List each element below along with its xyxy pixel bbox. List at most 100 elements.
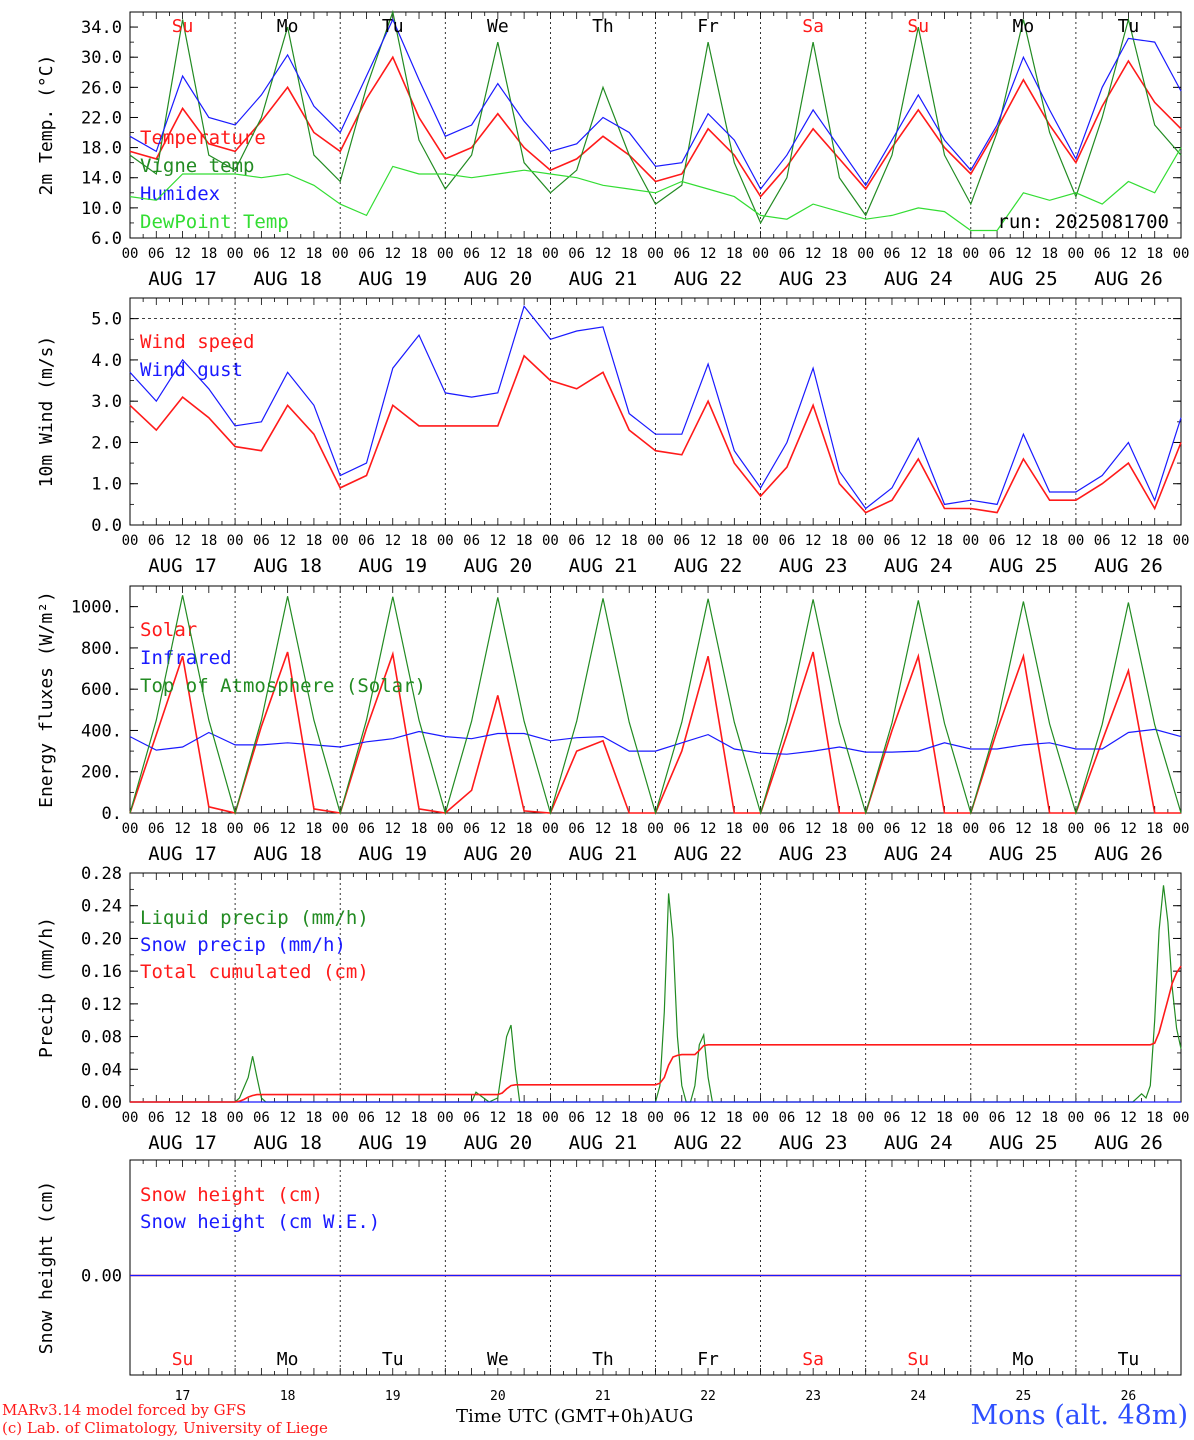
x-date-label: AUG 23: [779, 843, 848, 865]
x-hour-label: 06: [1094, 1110, 1111, 1126]
y-tick-label: 26.0: [81, 78, 122, 98]
day-number-label: 24: [910, 1389, 926, 1404]
day-label: Th: [592, 16, 614, 37]
y-tick-label: 14.0: [81, 169, 122, 189]
y-tick-label: 34.0: [81, 18, 122, 38]
day-label: Mo: [1013, 1349, 1035, 1370]
x-hour-label: 06: [253, 1110, 270, 1126]
y-tick-label: 0.00: [81, 1093, 122, 1113]
x-hour-label: 00: [227, 246, 244, 262]
x-hour-label: 12: [279, 246, 296, 262]
x-date-label: AUG 19: [358, 268, 427, 290]
x-hour-label: 00: [542, 1110, 559, 1126]
x-hour-label: 12: [489, 246, 506, 262]
x-hour-label: 18: [516, 533, 533, 549]
x-date-label: AUG 18: [253, 843, 322, 865]
x-hour-label: 18: [726, 1110, 743, 1126]
day-number-label: 19: [385, 1389, 401, 1404]
x-hour-label: 00: [122, 246, 139, 262]
x-hour-label: 12: [1120, 821, 1137, 837]
day-number-label: 17: [175, 1389, 191, 1404]
day-label: Th: [592, 1349, 614, 1370]
x-hour-label: 06: [148, 821, 165, 837]
y-tick-label: 22.0: [81, 108, 122, 128]
x-hour-label: 12: [805, 246, 822, 262]
y-tick-label: 1.0: [91, 475, 122, 495]
x-hour-label: 12: [489, 1110, 506, 1126]
day-label: We: [487, 1349, 509, 1370]
x-hour-label: 06: [568, 1110, 585, 1126]
legend-entry: Snow precip (mm/h): [140, 934, 346, 956]
y-tick-label: 0.28: [81, 864, 122, 884]
legend-entry: Snow height (cm): [140, 1184, 323, 1206]
x-date-label: AUG 24: [884, 268, 953, 290]
x-hour-label: 12: [700, 1110, 717, 1126]
y-tick-label: 4.0: [91, 351, 122, 371]
x-hour-label: 00: [647, 1110, 664, 1126]
panel-frame: [129, 297, 1182, 526]
x-date-label: AUG 17: [148, 555, 217, 577]
x-hour-label: 12: [1120, 533, 1137, 549]
x-hour-label: 06: [253, 533, 270, 549]
x-hour-label: 06: [463, 821, 480, 837]
x-hour-label: 00: [752, 533, 769, 549]
x-hour-label: 00: [647, 246, 664, 262]
x-hour-label: 18: [200, 1110, 217, 1126]
series-wind-gust: [129, 305, 1182, 510]
x-hour-label: 18: [411, 1110, 428, 1126]
day-label: Su: [172, 1349, 194, 1370]
x-hour-label: 06: [568, 246, 585, 262]
y-tick-label: 0.20: [81, 929, 122, 949]
run-annotation: run: 2025081700: [997, 211, 1169, 233]
day-label: We: [487, 16, 509, 37]
legend-entry: Wind gust: [140, 359, 243, 381]
x-hour-label: 00: [227, 1110, 244, 1126]
x-hour-label: 18: [1041, 821, 1058, 837]
x-hour-label: 06: [463, 533, 480, 549]
day-label: Tu: [1118, 1349, 1140, 1370]
x-hour-label: 12: [1120, 246, 1137, 262]
x-hour-label: 06: [148, 533, 165, 549]
x-hour-label: 18: [411, 533, 428, 549]
x-date-label: AUG 20: [464, 1132, 533, 1154]
x-hour-label: 12: [595, 1110, 612, 1126]
legend-entry: DewPoint Temp: [140, 211, 289, 233]
x-date-label: AUG 22: [674, 1132, 743, 1154]
x-hour-label: 06: [884, 533, 901, 549]
series-vigne-temp: [129, 9, 1182, 225]
y-tick-label: 400.: [81, 721, 122, 741]
legend-entry: Top of Atmosphere (Solar): [140, 675, 426, 697]
y-tick-label: 10.0: [81, 199, 122, 219]
day-number-label: 21: [595, 1389, 611, 1404]
x-hour-label: 12: [279, 1110, 296, 1126]
x-hour-label: 00: [332, 1110, 349, 1126]
x-date-label: AUG 20: [464, 555, 533, 577]
x-hour-label: 00: [332, 821, 349, 837]
x-date-label: AUG 19: [358, 843, 427, 865]
x-hour-label: 06: [778, 246, 795, 262]
x-hour-label: 00: [857, 246, 874, 262]
day-label: Tu: [1118, 16, 1140, 37]
x-date-label: AUG 24: [884, 843, 953, 865]
model-credit-line: MARv3.14 model forced by GFS: [2, 1401, 247, 1419]
x-date-label: AUG 24: [884, 1132, 953, 1154]
x-hour-label: 18: [516, 1110, 533, 1126]
x-hour-label: 00: [752, 821, 769, 837]
x-hour-label: 12: [489, 821, 506, 837]
y-tick-label: 0.04: [81, 1060, 122, 1080]
x-hour-label: 18: [305, 1110, 322, 1126]
x-hour-label: 12: [174, 1110, 191, 1126]
x-hour-label: 12: [910, 1110, 927, 1126]
legend-entry: Wind speed: [140, 331, 254, 353]
day-label: Fr: [697, 16, 719, 37]
x-hour-label: 12: [595, 821, 612, 837]
x-date-label: AUG 22: [674, 268, 743, 290]
x-hour-label: 18: [936, 533, 953, 549]
x-hour-label: 18: [200, 533, 217, 549]
day-label: Mo: [1013, 16, 1035, 37]
x-date-label: AUG 22: [674, 555, 743, 577]
x-hour-label: 06: [148, 1110, 165, 1126]
x-hour-label: 06: [884, 246, 901, 262]
x-hour-label: 00: [1067, 533, 1084, 549]
x-date-label: AUG 18: [253, 268, 322, 290]
